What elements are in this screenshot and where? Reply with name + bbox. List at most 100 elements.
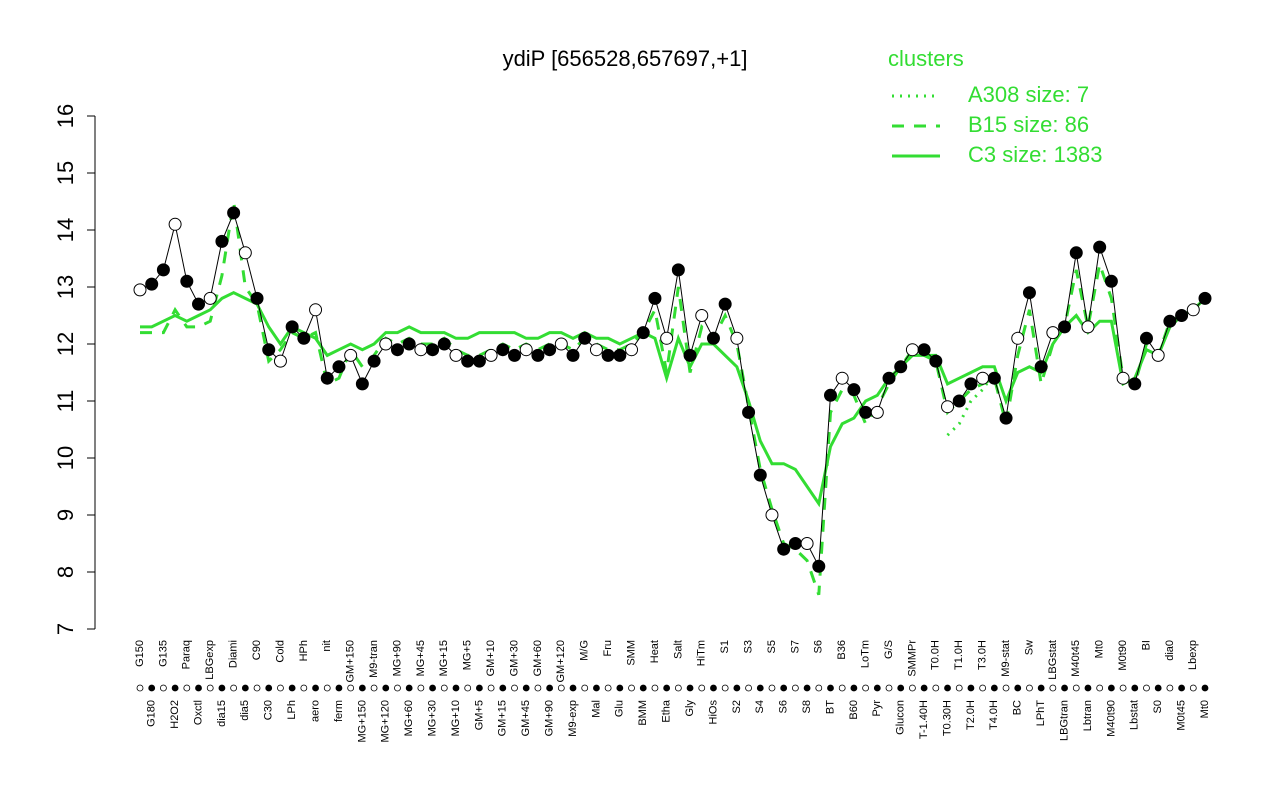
data-point: [531, 348, 545, 362]
data-point: [238, 246, 252, 260]
x-tick-label: M/G: [579, 640, 591, 661]
x-marker: [721, 684, 729, 692]
x-marker: [183, 684, 191, 692]
x-marker: [487, 684, 495, 692]
x-marker: [604, 684, 612, 692]
data-point: [905, 343, 919, 357]
x-tick-label: M9-tran: [368, 640, 380, 678]
x-marker: [932, 684, 940, 692]
x-marker: [686, 684, 694, 692]
x-marker: [241, 684, 249, 692]
x-marker: [382, 684, 390, 692]
x-tick-label: GM+10: [485, 640, 497, 676]
data-point: [1046, 326, 1060, 340]
data-point: [203, 291, 217, 305]
legend-title: clusters: [888, 46, 964, 71]
data-point: [987, 371, 1001, 385]
data-point: [472, 354, 486, 368]
x-marker: [967, 684, 975, 692]
y-tick-label: 9: [53, 509, 78, 521]
x-tick-label: dia0: [1164, 640, 1176, 661]
x-tick-label: GM+60: [532, 640, 544, 676]
data-point: [742, 405, 756, 419]
data-point: [1034, 360, 1048, 374]
x-marker: [838, 684, 846, 692]
x-marker: [452, 684, 460, 692]
data-point: [449, 348, 463, 362]
x-tick-label: S7: [789, 640, 801, 653]
x-tick-label: S1: [719, 640, 731, 653]
x-marker: [944, 684, 951, 692]
data-point: [320, 371, 334, 385]
x-tick-label: BC: [1012, 700, 1024, 715]
x-tick-label: nit: [321, 640, 333, 652]
x-marker: [1049, 684, 1057, 692]
y-tick-label: 10: [53, 446, 78, 470]
x-tick-label: GM+120: [555, 640, 567, 683]
data-point: [262, 343, 276, 357]
x-tick-label: Mal: [590, 700, 602, 718]
data-point: [917, 343, 931, 357]
data-point: [788, 537, 802, 550]
data-point: [414, 343, 428, 357]
data-point: [1175, 309, 1189, 322]
x-marker: [1131, 684, 1139, 692]
x-marker: [534, 684, 542, 692]
x-marker: [663, 684, 671, 692]
x-marker: [1096, 684, 1104, 692]
data-point: [882, 371, 896, 385]
x-marker: [990, 684, 998, 692]
data-point: [227, 206, 241, 220]
data-point: [765, 508, 779, 522]
data-point: [753, 468, 767, 482]
data-point: [1069, 246, 1083, 260]
x-tick-label: LPhT: [1035, 700, 1047, 727]
x-tick-label: LBGtran: [1058, 700, 1070, 741]
x-tick-label: Etha: [661, 699, 673, 723]
x-tick-label: M0t90: [1117, 640, 1129, 671]
x-marker: [803, 684, 811, 692]
data-point: [332, 360, 346, 374]
x-marker: [593, 684, 600, 692]
data-point: [1198, 291, 1212, 305]
y-tick-label: 16: [53, 104, 78, 128]
x-marker: [417, 684, 425, 692]
x-marker: [1107, 684, 1115, 692]
x-tick-label: HiOs: [707, 700, 719, 725]
x-marker: [335, 684, 343, 692]
x-tick-label: MG+30: [426, 700, 438, 736]
data-point: [777, 542, 791, 556]
x-marker: [733, 684, 741, 692]
x-marker: [136, 684, 144, 692]
x-tick-label: S8: [801, 700, 813, 713]
x-marker: [206, 684, 214, 692]
x-marker: [1037, 684, 1045, 692]
data-point: [156, 263, 170, 277]
cluster-line: [140, 291, 1207, 508]
data-point: [250, 291, 264, 305]
x-tick-label: Lbexp: [1187, 640, 1199, 670]
x-tick-label: Salt: [672, 640, 684, 659]
data-point: [1104, 274, 1118, 288]
x-tick-label: Lbstat: [1129, 700, 1141, 730]
data-point: [461, 354, 475, 368]
x-marker: [370, 684, 378, 692]
data-point: [297, 331, 311, 345]
cluster-line: [140, 201, 1207, 596]
data-point: [625, 343, 639, 357]
x-tick-label: T-1.40H: [918, 700, 930, 739]
x-tick-label: Mt0: [1094, 640, 1106, 658]
x-tick-label: GM+45: [520, 700, 532, 736]
data-point: [1058, 320, 1072, 334]
x-marker: [1166, 684, 1174, 692]
x-tick-label: T0.0H: [930, 640, 942, 670]
x-tick-label: SMM: [625, 640, 637, 666]
x-tick-label: S3: [742, 640, 754, 653]
x-marker: [1061, 684, 1068, 692]
data-point: [660, 331, 674, 345]
data-point: [273, 354, 287, 368]
x-marker: [815, 684, 823, 692]
x-marker: [1178, 684, 1185, 692]
